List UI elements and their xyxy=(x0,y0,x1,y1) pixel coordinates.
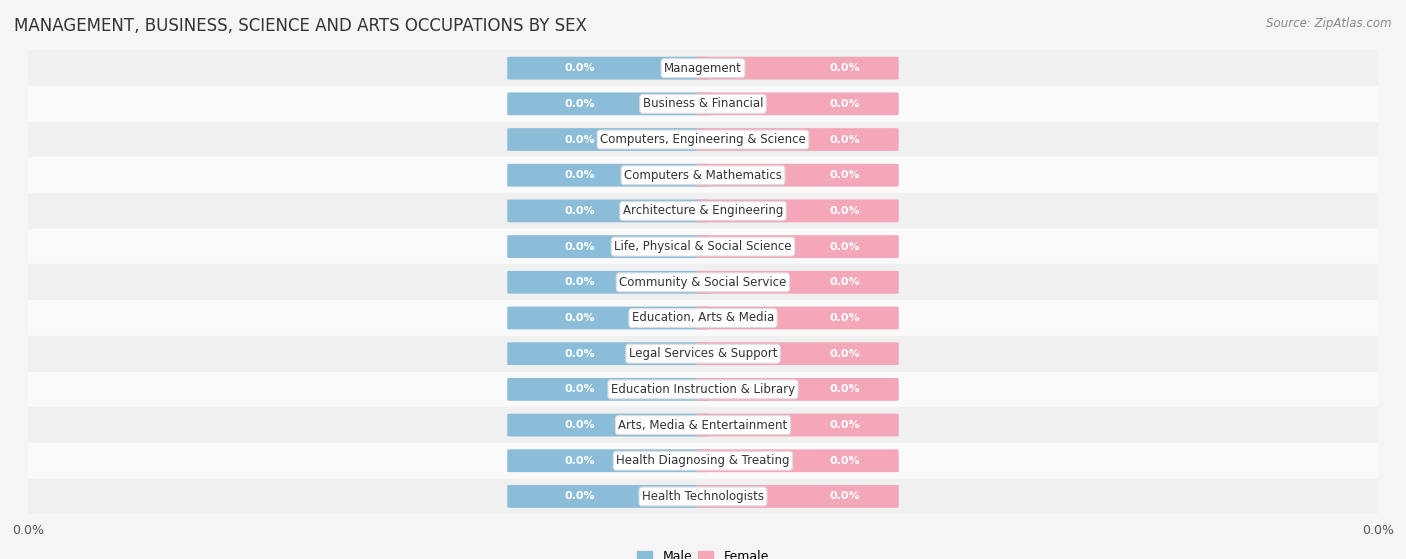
FancyBboxPatch shape xyxy=(696,271,898,293)
FancyBboxPatch shape xyxy=(508,485,710,508)
Bar xyxy=(28,122,1378,158)
Text: Health Diagnosing & Treating: Health Diagnosing & Treating xyxy=(616,454,790,467)
Text: Computers, Engineering & Science: Computers, Engineering & Science xyxy=(600,133,806,146)
Text: 0.0%: 0.0% xyxy=(830,420,860,430)
Bar xyxy=(28,300,1378,336)
Bar xyxy=(28,264,1378,300)
Bar xyxy=(28,229,1378,264)
Text: 0.0%: 0.0% xyxy=(830,313,860,323)
Text: 0.0%: 0.0% xyxy=(565,385,596,394)
Bar xyxy=(28,86,1378,122)
Text: Management: Management xyxy=(664,61,742,75)
FancyBboxPatch shape xyxy=(696,128,898,151)
Text: 0.0%: 0.0% xyxy=(565,349,596,359)
FancyBboxPatch shape xyxy=(508,271,710,293)
FancyBboxPatch shape xyxy=(696,342,898,365)
FancyBboxPatch shape xyxy=(508,449,710,472)
FancyBboxPatch shape xyxy=(696,200,898,222)
Text: 0.0%: 0.0% xyxy=(565,99,596,109)
Text: MANAGEMENT, BUSINESS, SCIENCE AND ARTS OCCUPATIONS BY SEX: MANAGEMENT, BUSINESS, SCIENCE AND ARTS O… xyxy=(14,17,586,35)
Bar xyxy=(28,336,1378,372)
FancyBboxPatch shape xyxy=(696,306,898,329)
FancyBboxPatch shape xyxy=(696,378,898,401)
Text: 0.0%: 0.0% xyxy=(830,63,860,73)
Text: 0.0%: 0.0% xyxy=(565,420,596,430)
Bar xyxy=(28,443,1378,479)
Text: Computers & Mathematics: Computers & Mathematics xyxy=(624,169,782,182)
Text: 0.0%: 0.0% xyxy=(565,456,596,466)
Text: 0.0%: 0.0% xyxy=(830,349,860,359)
Text: Community & Social Service: Community & Social Service xyxy=(619,276,787,289)
Text: 0.0%: 0.0% xyxy=(830,241,860,252)
Legend: Male, Female: Male, Female xyxy=(633,546,773,559)
FancyBboxPatch shape xyxy=(508,235,710,258)
Text: Architecture & Engineering: Architecture & Engineering xyxy=(623,205,783,217)
FancyBboxPatch shape xyxy=(508,164,710,187)
Text: Business & Financial: Business & Financial xyxy=(643,97,763,110)
Text: 0.0%: 0.0% xyxy=(830,385,860,394)
Bar xyxy=(28,372,1378,407)
Bar xyxy=(28,407,1378,443)
Text: 0.0%: 0.0% xyxy=(565,277,596,287)
FancyBboxPatch shape xyxy=(508,128,710,151)
Text: 0.0%: 0.0% xyxy=(565,135,596,145)
Bar xyxy=(28,479,1378,514)
Text: 0.0%: 0.0% xyxy=(565,63,596,73)
Text: 0.0%: 0.0% xyxy=(565,313,596,323)
FancyBboxPatch shape xyxy=(696,92,898,115)
FancyBboxPatch shape xyxy=(696,164,898,187)
Text: Arts, Media & Entertainment: Arts, Media & Entertainment xyxy=(619,419,787,432)
FancyBboxPatch shape xyxy=(696,485,898,508)
FancyBboxPatch shape xyxy=(696,56,898,79)
Bar xyxy=(28,50,1378,86)
FancyBboxPatch shape xyxy=(508,306,710,329)
Text: 0.0%: 0.0% xyxy=(565,491,596,501)
Text: 0.0%: 0.0% xyxy=(565,241,596,252)
Text: 0.0%: 0.0% xyxy=(830,491,860,501)
FancyBboxPatch shape xyxy=(508,342,710,365)
FancyBboxPatch shape xyxy=(508,378,710,401)
Text: 0.0%: 0.0% xyxy=(830,135,860,145)
Text: 0.0%: 0.0% xyxy=(565,206,596,216)
FancyBboxPatch shape xyxy=(508,200,710,222)
Text: 0.0%: 0.0% xyxy=(565,170,596,180)
Text: Health Technologists: Health Technologists xyxy=(643,490,763,503)
FancyBboxPatch shape xyxy=(508,92,710,115)
Bar xyxy=(28,193,1378,229)
Text: 0.0%: 0.0% xyxy=(830,99,860,109)
Text: Life, Physical & Social Science: Life, Physical & Social Science xyxy=(614,240,792,253)
FancyBboxPatch shape xyxy=(508,414,710,437)
Text: Education Instruction & Library: Education Instruction & Library xyxy=(612,383,794,396)
FancyBboxPatch shape xyxy=(696,449,898,472)
Text: 0.0%: 0.0% xyxy=(830,170,860,180)
Text: 0.0%: 0.0% xyxy=(830,456,860,466)
FancyBboxPatch shape xyxy=(696,235,898,258)
Text: Education, Arts & Media: Education, Arts & Media xyxy=(631,311,775,324)
FancyBboxPatch shape xyxy=(696,414,898,437)
FancyBboxPatch shape xyxy=(508,56,710,79)
Text: Source: ZipAtlas.com: Source: ZipAtlas.com xyxy=(1267,17,1392,30)
Text: 0.0%: 0.0% xyxy=(830,206,860,216)
Text: Legal Services & Support: Legal Services & Support xyxy=(628,347,778,360)
Text: 0.0%: 0.0% xyxy=(830,277,860,287)
Bar xyxy=(28,158,1378,193)
